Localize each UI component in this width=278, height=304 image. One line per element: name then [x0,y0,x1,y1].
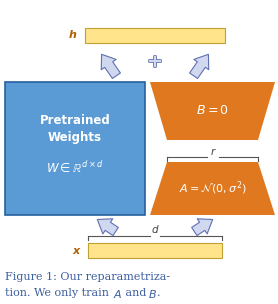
Text: .: . [157,288,160,298]
Text: $B = 0$: $B = 0$ [196,105,229,118]
Polygon shape [150,162,275,215]
FancyArrowPatch shape [97,219,118,236]
Text: $A$: $A$ [113,288,122,300]
FancyBboxPatch shape [5,82,145,215]
Text: $B$: $B$ [148,288,157,300]
Text: Pretrained: Pretrained [40,113,110,126]
FancyBboxPatch shape [88,243,222,258]
Text: d: d [152,225,158,235]
Text: Figure 1: Our reparametriza-: Figure 1: Our reparametriza- [5,272,170,282]
FancyArrowPatch shape [192,219,213,236]
FancyBboxPatch shape [85,28,225,43]
Text: $A = \mathcal{N}(0, \sigma^2)$: $A = \mathcal{N}(0, \sigma^2)$ [178,180,246,197]
Text: $W \in \mathbb{R}^{d \times d}$: $W \in \mathbb{R}^{d \times d}$ [46,160,104,176]
Text: tion. We only train: tion. We only train [5,288,113,298]
Text: +: + [148,53,163,71]
Text: and: and [122,288,150,298]
Polygon shape [150,82,275,140]
FancyArrowPatch shape [101,54,120,78]
Text: r: r [210,147,215,157]
Text: Weights: Weights [48,132,102,144]
Text: x: x [73,246,80,255]
FancyArrowPatch shape [190,54,209,78]
Text: h: h [69,30,77,40]
Text: +: + [148,53,163,71]
